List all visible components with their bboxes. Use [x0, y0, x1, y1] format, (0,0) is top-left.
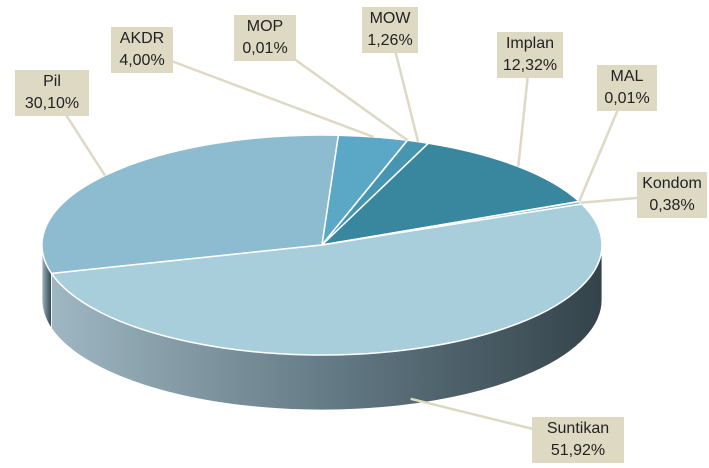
label-box	[532, 417, 624, 463]
category-label: AKDR	[120, 30, 164, 47]
label-box	[637, 172, 707, 218]
value-label: 0,01%	[242, 40, 287, 57]
category-label: Suntikan	[547, 420, 609, 437]
category-label: Implan	[506, 35, 554, 52]
category-label: Pil	[43, 73, 61, 90]
leader-line	[141, 48, 374, 139]
value-label: 30,10%	[25, 95, 79, 112]
value-label: 51,92%	[551, 442, 605, 459]
label-box	[497, 32, 563, 78]
label-box	[111, 27, 173, 73]
value-label: 0,38%	[649, 197, 694, 214]
category-label: MOW	[370, 10, 412, 27]
category-label: Kondom	[642, 175, 702, 192]
label-box	[15, 70, 89, 116]
label-box	[362, 7, 418, 53]
label-box	[597, 65, 657, 111]
slice	[50, 203, 603, 356]
value-label: 12,32%	[503, 57, 557, 74]
label-box	[234, 15, 296, 61]
value-label: 0,01%	[604, 90, 649, 107]
category-label: MOP	[247, 18, 283, 35]
category-label: MAL	[611, 68, 644, 85]
value-label: 4,00%	[119, 52, 164, 69]
value-label: 1,26%	[367, 32, 412, 49]
